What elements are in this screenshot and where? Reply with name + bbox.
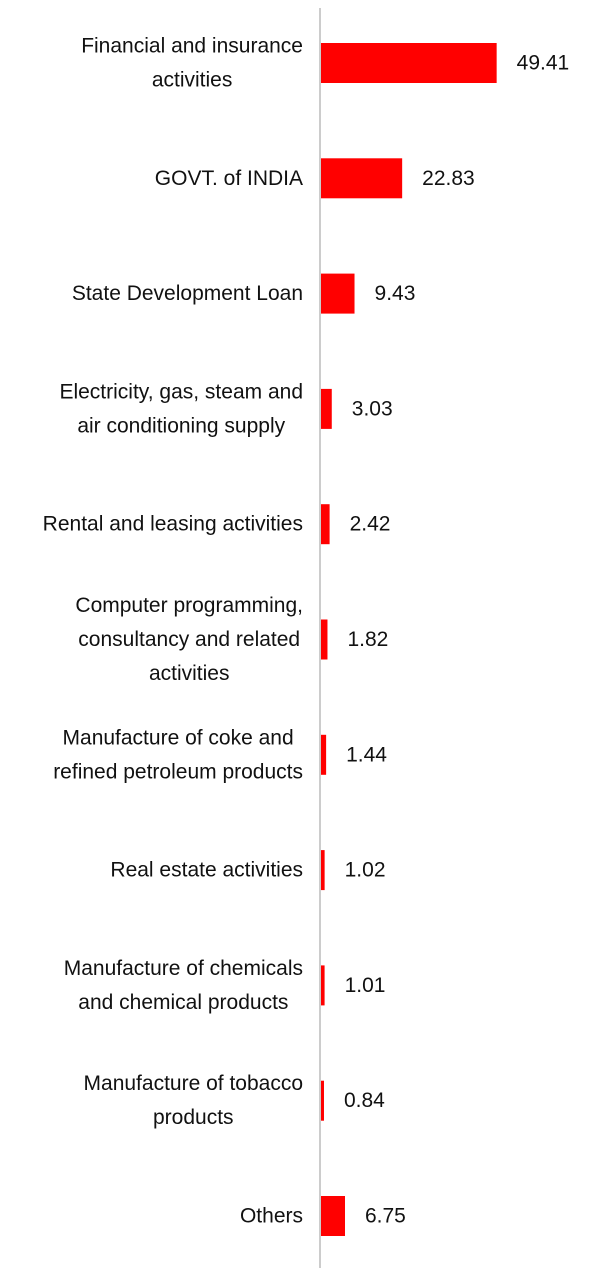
bar-3	[321, 273, 355, 314]
category-labels-group: Financial and insurance activities GOVT. o…	[43, 35, 303, 1228]
category-label-line: Financial and insurance	[81, 35, 303, 58]
value-label-10: 0.84	[344, 1089, 385, 1112]
category-label-11: Others	[240, 1205, 303, 1228]
category-label-line: consultancy and related	[78, 628, 300, 651]
bar-11	[321, 1196, 345, 1236]
value-label-4: 3.03	[352, 397, 393, 420]
category-label-line: State Development Loan	[72, 282, 303, 305]
category-label-line: Manufacture of coke and	[63, 726, 294, 749]
bar-2	[321, 158, 403, 199]
bar-4	[321, 388, 332, 429]
bar-6	[321, 619, 328, 660]
category-label-line: Manufacture of chemicals	[64, 957, 303, 980]
value-label-2: 22.83	[422, 167, 475, 190]
category-label-line: Real estate activities	[110, 859, 303, 882]
category-label-8: Real estate activities	[110, 859, 303, 882]
bar-7	[321, 734, 327, 775]
category-label-5: Rental and leasing activities	[43, 513, 303, 536]
bars-group	[321, 43, 497, 1236]
category-label-line: Others	[240, 1205, 303, 1228]
bar-8	[321, 850, 325, 891]
category-label-line: Rental and leasing activities	[43, 513, 303, 536]
value-label-11: 6.75	[365, 1205, 406, 1228]
category-label-9: Manufacture of chemicals and chemical pro…	[64, 957, 303, 1014]
category-label-4: Electricity, gas, steam and air condition…	[59, 380, 303, 437]
category-label-line: refined petroleum products	[53, 760, 303, 783]
bar-1	[321, 43, 497, 83]
bar-10	[321, 1080, 324, 1121]
value-label-3: 9.43	[375, 282, 416, 305]
category-label-6: Computer programming, consultancy and rel…	[75, 594, 303, 685]
bar-9	[321, 965, 325, 1006]
value-label-7: 1.44	[346, 743, 387, 766]
value-label-6: 1.82	[347, 628, 388, 651]
category-label-line: Manufacture of tobacco	[84, 1072, 303, 1095]
value-label-8: 1.02	[345, 859, 386, 882]
category-label-7: Manufacture of coke and refined petroleum…	[53, 726, 303, 783]
value-label-9: 1.01	[345, 974, 386, 997]
category-label-line: products	[153, 1106, 234, 1129]
bar-5	[321, 504, 330, 545]
category-label-1: Financial and insurance activities	[81, 35, 303, 92]
category-label-line: Electricity, gas, steam and	[59, 380, 303, 403]
category-label-2: GOVT. of INDIA	[155, 167, 303, 190]
category-label-line: air conditioning supply	[77, 414, 285, 437]
value-label-1: 49.41	[517, 52, 570, 75]
category-label-3: State Development Loan	[72, 282, 303, 305]
category-label-10: Manufacture of tobacco products	[84, 1072, 303, 1129]
category-label-line: GOVT. of INDIA	[155, 167, 303, 190]
category-label-line: activities	[152, 69, 233, 92]
value-labels-group: 49.41 22.83 9.43 3.03 2.42 1.82 1.44 1.02 1.01 0.…	[344, 52, 569, 1228]
category-label-line: Computer programming,	[75, 594, 303, 617]
category-label-line: and chemical products	[78, 991, 288, 1014]
category-label-line: activities	[149, 662, 230, 685]
value-label-5: 2.42	[350, 513, 391, 536]
